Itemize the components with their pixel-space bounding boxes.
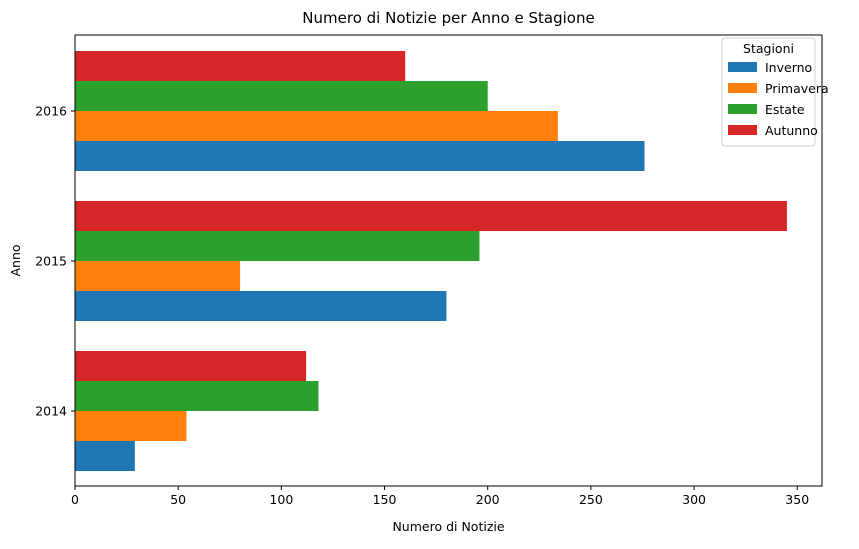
- bar-autunno-2014: [75, 351, 307, 381]
- legend-label-autunno: Autunno: [765, 123, 818, 138]
- bars-layer: [75, 51, 787, 471]
- bar-primavera-2015: [75, 261, 241, 291]
- bar-primavera-2016: [75, 111, 558, 141]
- legend: Stagioni Inverno Primavera Estate Autunno: [721, 37, 829, 147]
- y-tick-label: 2014: [35, 404, 67, 419]
- legend-label-estate: Estate: [765, 102, 805, 117]
- bar-inverno-2016: [75, 141, 645, 171]
- legend-swatch-inverno: [728, 62, 757, 72]
- bar-estate-2015: [75, 231, 480, 261]
- axes-layer: 0 50 100 150 200 250 300 350 2014 2015 2016: [35, 34, 823, 507]
- chart-title: Numero di Notizie per Anno e Stagione: [302, 9, 594, 27]
- bar-autunno-2015: [75, 201, 787, 231]
- x-axis-title: Numero di Notizie: [392, 519, 504, 534]
- legend-label-inverno: Inverno: [765, 60, 812, 75]
- bar-autunno-2016: [75, 51, 406, 81]
- x-tick-label: 50: [170, 492, 186, 507]
- legend-swatch-estate: [728, 104, 757, 114]
- x-tick-label: 100: [269, 492, 293, 507]
- x-tick-label: 150: [373, 492, 397, 507]
- x-tick-label: 0: [71, 492, 79, 507]
- y-tick-label: 2016: [35, 104, 67, 119]
- y-axis-title: Anno: [8, 244, 23, 276]
- bar-primavera-2014: [75, 411, 187, 441]
- bar-inverno-2014: [75, 441, 135, 471]
- legend-swatch-primavera: [728, 83, 757, 93]
- bar-estate-2014: [75, 381, 319, 411]
- bar-inverno-2015: [75, 291, 447, 321]
- legend-title: Stagioni: [743, 41, 794, 56]
- x-tick-label: 250: [579, 492, 603, 507]
- x-tick-label: 200: [476, 492, 500, 507]
- y-tick-label: 2015: [35, 254, 67, 269]
- legend-label-primavera: Primavera: [765, 81, 829, 96]
- x-tick-label: 300: [682, 492, 706, 507]
- legend-swatch-autunno: [728, 125, 757, 135]
- bar-estate-2016: [75, 81, 488, 111]
- x-tick-label: 350: [785, 492, 809, 507]
